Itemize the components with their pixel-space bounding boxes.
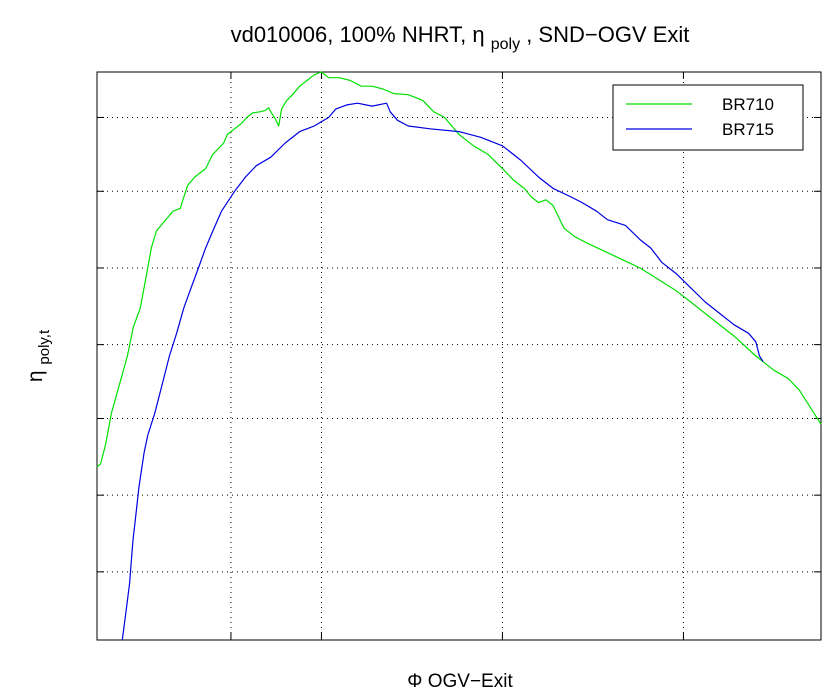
chart-title-main: vd010006, 100% NHRT, (231, 22, 467, 47)
y-axis-label-sub: poly,t (36, 329, 53, 365)
legend-label-br710: BR710 (722, 95, 774, 114)
chart-title-eta-sub: poly (491, 36, 520, 53)
chart-title-rest: , SND−OGV Exit (526, 22, 689, 47)
grid-lines (97, 72, 821, 640)
chart-title-eta: η (472, 22, 484, 47)
axis-ticks (97, 72, 821, 640)
plot-background (96, 71, 822, 641)
legend-label-br715: BR715 (722, 120, 774, 139)
series-line-br715 (121, 102, 764, 641)
x-axis-label-symbol: Φ (407, 671, 422, 692)
series-line-br710 (96, 71, 822, 468)
x-axis-label-text: OGV−Exit (428, 671, 514, 692)
y-axis-label-symbol: η (24, 370, 47, 382)
legend-box (612, 84, 804, 151)
legend: BR710 BR715 (612, 84, 804, 151)
x-axis-label: Φ OGV−Exit (407, 671, 513, 692)
y-axis-label: η poly,t (24, 329, 53, 382)
plot-area (96, 71, 822, 641)
chart-title: vd010006, 100% NHRT, η poly , SND−OGV Ex… (231, 22, 690, 54)
series-layer (96, 71, 822, 641)
